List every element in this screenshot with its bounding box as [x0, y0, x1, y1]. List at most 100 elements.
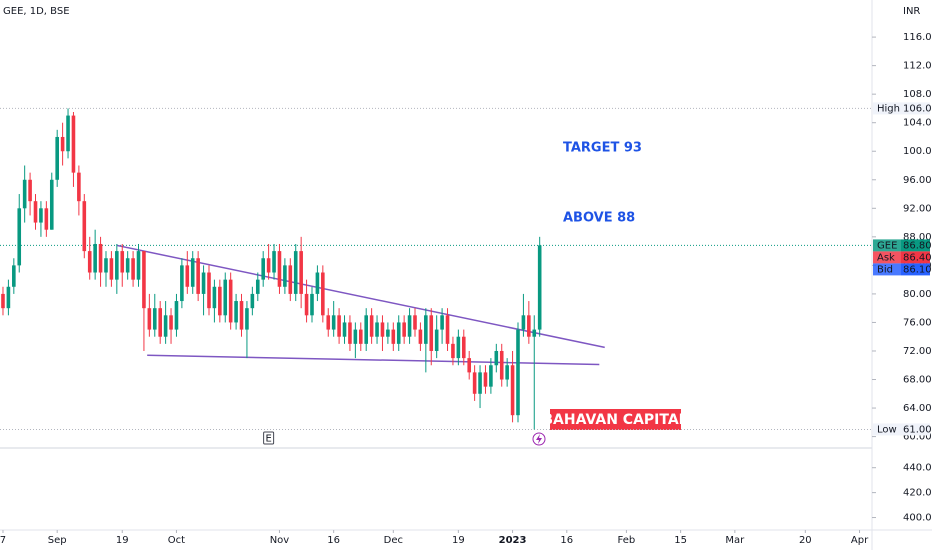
- candle-body: [1, 293, 5, 309]
- price-label-value: 106.00: [903, 103, 932, 114]
- price-label-box: [901, 239, 930, 252]
- candle-body: [483, 372, 488, 387]
- candle-body: [353, 329, 358, 344]
- candle-body: [136, 251, 141, 280]
- candle: [521, 293, 526, 337]
- y-tick-label: 76.00: [903, 317, 932, 328]
- candle: [321, 265, 325, 323]
- candle-body: [158, 308, 162, 337]
- candle-body: [527, 315, 531, 337]
- candle: [304, 279, 309, 323]
- candle: [434, 315, 439, 359]
- candle: [82, 194, 87, 259]
- candle-body: [131, 258, 135, 280]
- candle: [353, 322, 358, 359]
- price-label-value: 61.00: [903, 424, 932, 435]
- price-label-box: [901, 102, 930, 115]
- candle: [33, 194, 38, 230]
- candle: [326, 308, 331, 337]
- candle-body: [60, 136, 65, 152]
- candle-body: [440, 315, 444, 330]
- candle-body: [321, 272, 325, 316]
- candle: [440, 308, 444, 344]
- candle: [348, 315, 352, 351]
- candle-body: [478, 372, 482, 394]
- candle-body: [516, 329, 520, 416]
- candle-body: [402, 322, 406, 337]
- candle: [234, 293, 238, 330]
- candle: [12, 258, 16, 294]
- x-tick-label: Feb: [618, 535, 636, 546]
- candle-body: [218, 286, 222, 316]
- candle: [266, 243, 271, 280]
- candle: [77, 165, 81, 216]
- candle: [136, 243, 141, 287]
- candle-body: [288, 265, 293, 294]
- candle-body: [337, 315, 341, 337]
- price-label-name: High: [877, 103, 900, 114]
- candle: [293, 243, 298, 302]
- x-tick-label: Apr: [851, 535, 869, 546]
- candle-body: [245, 308, 249, 330]
- candle: [120, 243, 125, 287]
- candle-body: [22, 179, 27, 209]
- x-tick-label: 16: [560, 535, 573, 546]
- candle-body: [33, 201, 38, 223]
- y-tick-label: 68.00: [903, 375, 932, 386]
- candle-body: [190, 258, 195, 287]
- candle: [180, 258, 184, 309]
- candle: [109, 251, 114, 287]
- candle-body: [234, 301, 238, 323]
- price-label-name: GEE: [877, 240, 897, 251]
- candle: [310, 286, 314, 323]
- x-tick-label: 20: [799, 535, 812, 546]
- y-tick-label: 100.00: [903, 146, 932, 157]
- candle-body: [163, 315, 168, 337]
- candle: [445, 308, 450, 351]
- candle: [461, 329, 466, 366]
- candle: [451, 336, 455, 366]
- candle-body: [39, 208, 43, 223]
- candle: [261, 251, 265, 287]
- y-tick-label: 92.00: [903, 203, 932, 214]
- candle-body: [82, 201, 87, 252]
- candle: [272, 243, 276, 280]
- candle: [1, 286, 5, 316]
- candle: [250, 286, 255, 316]
- candle: [71, 112, 76, 187]
- candle: [169, 308, 173, 344]
- candle: [125, 251, 130, 280]
- dividend-icon[interactable]: [532, 432, 546, 446]
- candle: [201, 265, 206, 316]
- candle-body: [396, 322, 401, 344]
- candle: [424, 308, 428, 373]
- candle: [288, 258, 293, 302]
- candle-body: [418, 329, 423, 344]
- x-tick-label: 19: [452, 535, 465, 546]
- candle-body: [120, 251, 125, 273]
- candle-body: [169, 315, 173, 330]
- candle-body: [369, 315, 374, 337]
- candle-body: [109, 258, 114, 280]
- candle-body: [98, 243, 103, 273]
- y-tick-label: 440.00: [903, 463, 932, 474]
- y-tick-label: 104.00: [903, 118, 932, 129]
- candle: [60, 122, 65, 166]
- y-tick-label: 60.00: [903, 432, 932, 443]
- candle-body: [152, 308, 157, 330]
- event-box: [263, 431, 275, 445]
- price-label-box: [873, 423, 901, 436]
- candle-body: [424, 315, 428, 344]
- currency: INR: [903, 6, 920, 17]
- candle: [391, 322, 396, 351]
- price-label-name: Low: [877, 424, 897, 435]
- candle: [283, 258, 287, 294]
- candle: [537, 236, 542, 337]
- candle-body: [489, 365, 493, 387]
- candle: [472, 365, 477, 401]
- candle: [174, 293, 179, 337]
- candle: [255, 272, 260, 302]
- candle-body: [331, 315, 336, 330]
- candle-body: [304, 293, 309, 316]
- candle: [185, 251, 190, 294]
